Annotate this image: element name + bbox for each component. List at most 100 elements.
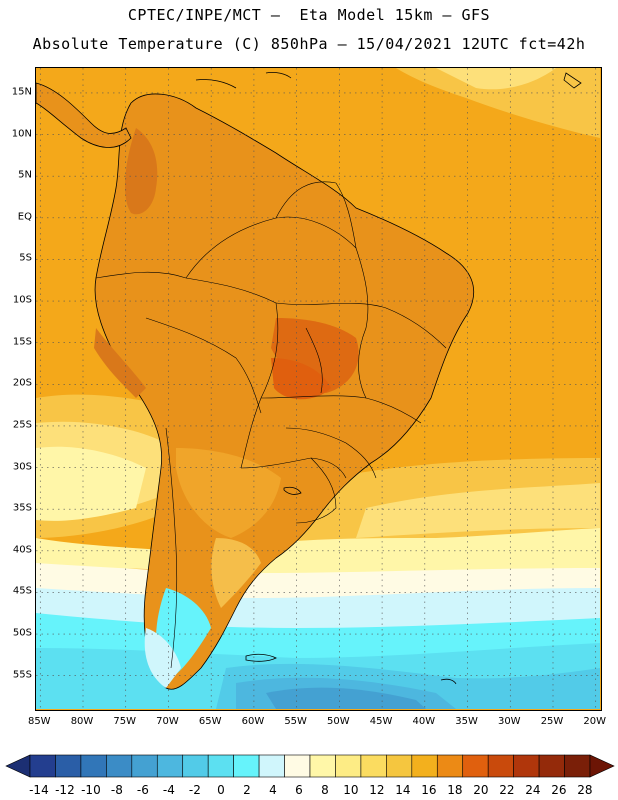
caribbean-islands — [195, 79, 237, 89]
legend-label: 0 — [217, 783, 225, 797]
border-peru-bolivia — [145, 317, 262, 414]
latitude-label: 30S — [12, 461, 32, 473]
legend-swatch — [462, 754, 489, 778]
legend-label: 18 — [447, 783, 463, 797]
islands — [245, 486, 457, 685]
legend-label: -10 — [81, 783, 101, 797]
legend-label: 16 — [421, 783, 437, 797]
caribbean-islands-east — [265, 71, 292, 79]
map-area — [35, 67, 602, 711]
legend-swatch — [335, 754, 362, 778]
band-west-12 — [36, 446, 146, 521]
south-georgia — [440, 678, 457, 685]
map-title: CPTEC/INPE/MCT – Eta Model 15km – GFS — [127, 6, 491, 24]
legend-swatch — [182, 754, 209, 778]
landmass — [94, 93, 475, 690]
legend-label: 10 — [343, 783, 359, 797]
legend-label: 24 — [525, 783, 541, 797]
longitude-label: 25W — [540, 716, 564, 727]
longitude-label: 70W — [156, 716, 179, 727]
legend-label: 6 — [295, 783, 303, 797]
andes-north-warm — [124, 128, 158, 215]
central-america-outline — [36, 82, 132, 148]
legend-swatch — [284, 754, 311, 778]
latitude-label: 20S — [12, 377, 32, 389]
border-brazil-states-2 — [260, 395, 422, 424]
argentina-mid — [176, 448, 281, 538]
latitude-label: 10S — [12, 294, 32, 306]
center-west-hot — [271, 358, 331, 400]
map-subtitle: Absolute Temperature (C) 850hPa – 15/04/… — [32, 35, 586, 53]
longitude-label: 45W — [369, 716, 393, 727]
patagonia-north — [211, 538, 261, 608]
latitude-label: 10N — [11, 128, 32, 140]
legend-swatch — [29, 754, 56, 778]
border-brazil-states-3 — [355, 247, 369, 399]
legend-label: 20 — [473, 783, 489, 797]
latitude-label: 5N — [18, 169, 32, 181]
legend-swatch — [386, 754, 413, 778]
border-brazil-states-5 — [305, 327, 323, 394]
lagoa-dos-patos — [283, 486, 302, 495]
border-argentina-brazil — [240, 457, 347, 479]
central-america — [36, 71, 582, 148]
latitude-label: 35S — [12, 502, 32, 514]
border-uruguay — [295, 457, 337, 524]
legend-swatch — [80, 754, 107, 778]
longitude-label: 35W — [455, 716, 478, 727]
legend-under-arrow — [5, 754, 31, 778]
legend-swatch — [360, 754, 387, 778]
border-brazil-states-4 — [285, 427, 377, 479]
latitude-label: 50S — [12, 627, 32, 639]
legend-swatch — [131, 754, 158, 778]
legend-label: -6 — [136, 783, 149, 797]
legend-label: -12 — [55, 783, 75, 797]
falkland-islands — [245, 653, 277, 662]
legend-swatch — [538, 754, 565, 778]
legend-over-arrow — [589, 754, 615, 778]
color-legend — [5, 754, 615, 778]
legend-label: 12 — [369, 783, 385, 797]
band-north-16 — [396, 68, 600, 138]
legend-label: -4 — [162, 783, 175, 797]
longitude-label: 20W — [583, 716, 607, 727]
latitude-label: 55S — [12, 669, 32, 681]
legend-label: 14 — [395, 783, 411, 797]
legend-label: 28 — [577, 783, 593, 797]
border-brazil-states-1 — [275, 302, 447, 349]
legend-swatch — [411, 754, 438, 778]
latitude-label: 5S — [19, 252, 32, 264]
band-east-14 — [356, 483, 600, 538]
latitude-label: 25S — [12, 419, 32, 431]
legend-label: 22 — [499, 783, 515, 797]
border-guianas — [275, 181, 337, 219]
lesser-antilles — [563, 72, 582, 89]
tierra-del-fuego — [144, 628, 181, 688]
legend-swatch — [564, 754, 591, 778]
coast-peru-warm — [94, 328, 146, 398]
band-north-14 — [436, 68, 556, 90]
longitude-label: 80W — [70, 716, 94, 727]
legend-label: -2 — [188, 783, 201, 797]
country-borders — [95, 181, 447, 669]
legend-swatch — [487, 754, 514, 778]
longitude-label: 65W — [198, 716, 222, 727]
border-chile-argentina — [165, 427, 178, 669]
longitude-label: 40W — [412, 716, 436, 727]
latitude-label: 15S — [12, 336, 32, 348]
legend-swatch — [309, 754, 336, 778]
longitude-label: 30W — [497, 716, 521, 727]
longitude-label: 60W — [241, 716, 265, 727]
latitude-label: 15N — [11, 86, 32, 98]
legend-swatch — [156, 754, 184, 778]
latitude-label: EQ — [17, 211, 32, 223]
border-suriname — [335, 182, 357, 249]
longitude-label: 55W — [284, 716, 307, 727]
legend-label: -8 — [110, 783, 123, 797]
temperature-map — [36, 68, 600, 709]
longitude-label: 85W — [27, 716, 51, 727]
legend-swatch — [258, 754, 285, 778]
graticule — [36, 68, 600, 709]
longitude-label: 75W — [113, 716, 137, 727]
legend-swatch — [436, 754, 464, 778]
